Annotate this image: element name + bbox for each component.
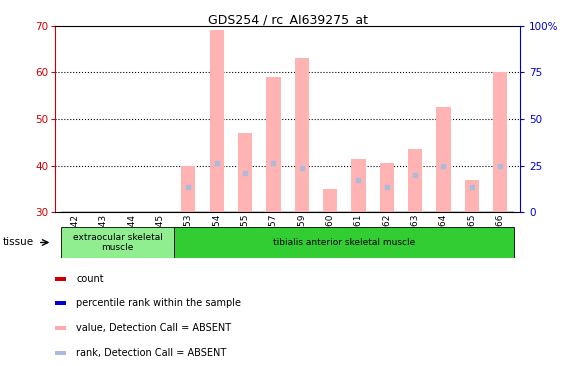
Bar xyxy=(238,133,252,212)
Bar xyxy=(436,107,450,212)
Text: tissue: tissue xyxy=(3,238,34,247)
Text: percentile rank within the sample: percentile rank within the sample xyxy=(76,298,241,308)
Text: GDS254 / rc_AI639275_at: GDS254 / rc_AI639275_at xyxy=(207,13,368,26)
Bar xyxy=(55,326,66,330)
Bar xyxy=(55,302,66,305)
Bar xyxy=(380,163,394,212)
Bar xyxy=(465,180,479,212)
Text: extraocular skeletal
muscle: extraocular skeletal muscle xyxy=(73,233,163,252)
Bar xyxy=(295,58,309,212)
Text: rank, Detection Call = ABSENT: rank, Detection Call = ABSENT xyxy=(76,348,227,358)
Bar xyxy=(174,227,514,258)
Bar xyxy=(352,158,365,212)
Text: count: count xyxy=(76,274,104,284)
Bar xyxy=(55,277,66,280)
Bar xyxy=(61,227,174,258)
Bar xyxy=(323,189,337,212)
Bar xyxy=(408,149,422,212)
Text: value, Detection Call = ABSENT: value, Detection Call = ABSENT xyxy=(76,323,231,333)
Text: tibialis anterior skeletal muscle: tibialis anterior skeletal muscle xyxy=(273,238,415,247)
Bar xyxy=(55,351,66,355)
Bar xyxy=(493,72,507,212)
Bar xyxy=(266,77,281,212)
Bar xyxy=(181,165,195,212)
Bar xyxy=(210,30,224,212)
